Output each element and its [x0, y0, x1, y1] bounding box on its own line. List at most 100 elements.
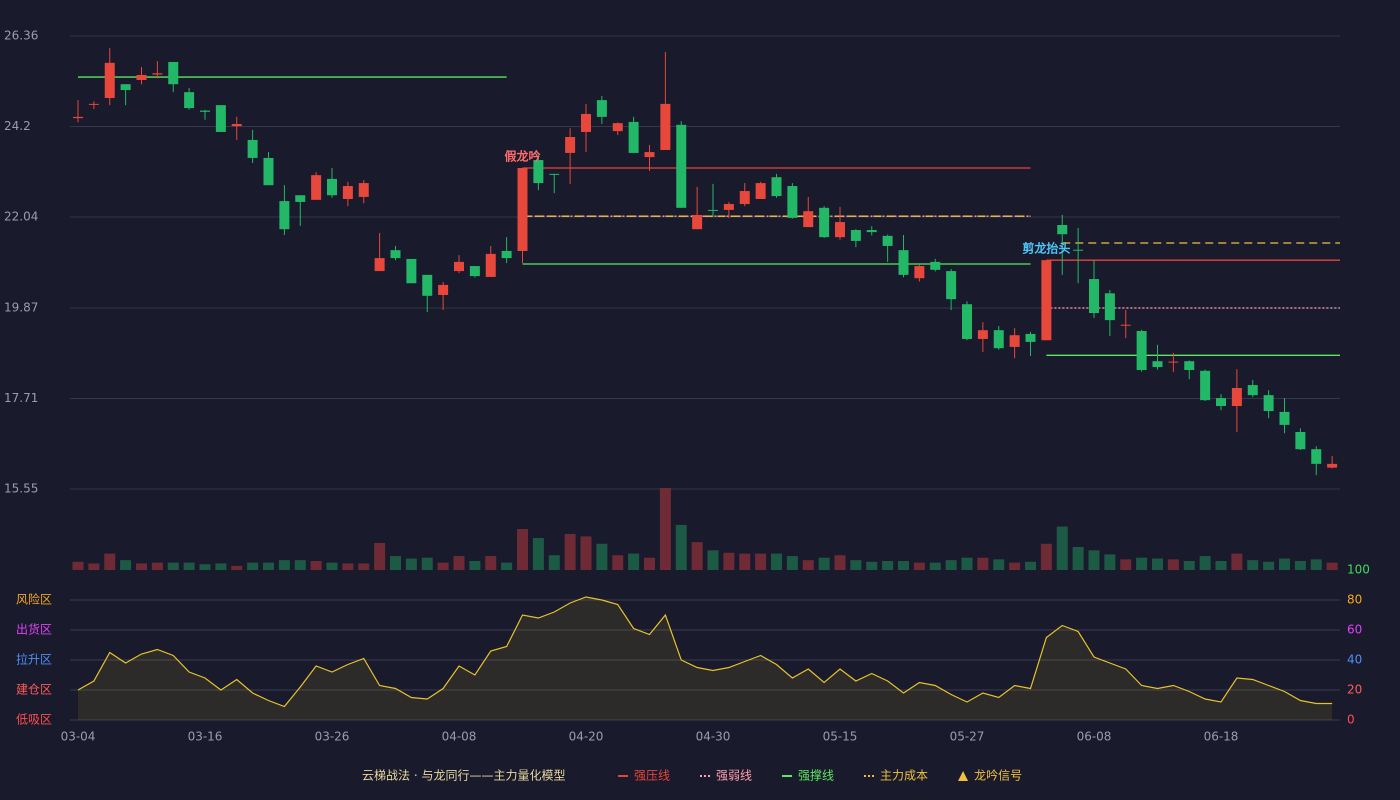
volume-bar: [1199, 556, 1211, 570]
volume-bar: [72, 561, 84, 570]
candle-body: [533, 160, 544, 184]
candle-body: [549, 173, 560, 175]
candle-body: [612, 123, 623, 132]
volume-bar: [532, 538, 544, 570]
candle-body: [406, 258, 417, 284]
candle-body: [358, 183, 369, 197]
volume-bar: [596, 543, 608, 570]
volume-bar: [136, 563, 147, 570]
volume-bar: [644, 557, 655, 570]
candle-body: [739, 191, 750, 205]
candle-body: [962, 304, 972, 339]
legend-marker: [958, 771, 969, 781]
volume-bar: [215, 563, 227, 570]
volume-bar: [707, 550, 719, 570]
candle-body: [819, 207, 830, 238]
y-tick-label: 26.36: [4, 29, 38, 43]
volume-bar: [1120, 559, 1132, 570]
candle-body: [88, 103, 99, 105]
candle-body: [200, 110, 210, 112]
volume-bar: [913, 562, 925, 570]
volume-bar: [1279, 558, 1290, 570]
candle-body: [755, 183, 766, 200]
oscillator-line: [77, 596, 1333, 708]
candle-body: [1089, 279, 1099, 313]
y-tick-label: 17.71: [4, 391, 38, 405]
volume-bar: [278, 560, 290, 570]
candle-body: [1136, 331, 1147, 370]
volume-bar: [548, 555, 560, 570]
volume-bar: [866, 561, 878, 570]
volume-bar: [421, 557, 433, 570]
candle-body: [485, 253, 496, 277]
oscillator-area: [78, 597, 1333, 720]
signal-label: 假龙吟: [504, 149, 540, 164]
candle-body: [73, 116, 83, 119]
volume-bar: [263, 562, 274, 570]
volume-bar: [612, 555, 624, 570]
candle-body: [311, 175, 322, 200]
zone-label: 低吸区: [16, 713, 52, 727]
volume-bar: [1136, 557, 1148, 570]
volume-bar: [786, 556, 798, 570]
volume-bar: [167, 562, 179, 570]
candle-body: [263, 157, 274, 186]
candle-body: [1311, 449, 1322, 464]
volume-bar: [961, 557, 973, 570]
candle-body: [565, 136, 576, 153]
candle-body: [803, 211, 814, 228]
volume-bar: [580, 536, 592, 570]
volume-bar: [1009, 562, 1021, 570]
volume-bar: [675, 524, 687, 570]
candle-body: [231, 124, 242, 127]
candle-body: [104, 62, 115, 99]
candle-body: [120, 84, 131, 91]
legend-label: 强压线: [634, 769, 670, 783]
volume-bar: [945, 560, 957, 570]
candle-body: [596, 100, 607, 117]
candle-body: [835, 222, 845, 238]
candle-body: [374, 258, 385, 272]
volume-bar: [850, 560, 862, 570]
x-tick-label: 03-26: [315, 730, 350, 744]
volume-bar: [898, 560, 909, 570]
volume-bar: [326, 562, 338, 570]
volume-bar: [628, 553, 640, 570]
y-tick-label: 20: [1347, 683, 1362, 697]
zone-label: 建仓区: [16, 683, 52, 697]
x-tick-label: 06-18: [1204, 730, 1239, 744]
legend-label: 强弱线: [716, 769, 752, 783]
candle-body: [422, 274, 433, 296]
y-tick-label: 80: [1347, 593, 1362, 607]
volume-bar: [88, 563, 100, 570]
legend-label: 强撑线: [798, 768, 834, 783]
candle-body: [1025, 333, 1036, 342]
volume-bar: [691, 542, 703, 570]
volume-bar: [1088, 550, 1100, 570]
volume-bar: [802, 560, 814, 570]
x-tick-label: 03-04: [61, 730, 96, 744]
volume-bar: [818, 557, 830, 570]
volume-bar: [517, 529, 528, 570]
volume-bar: [1326, 562, 1338, 570]
zone-label: 拉升区: [16, 652, 52, 667]
candle-body: [390, 250, 401, 259]
candle-body: [1216, 398, 1226, 407]
candle-body: [517, 168, 528, 251]
candle-body: [644, 152, 655, 158]
legend-label: 主力成本: [880, 769, 928, 783]
candle-body: [469, 266, 480, 277]
candle-body: [708, 209, 718, 211]
candle-body: [1327, 463, 1338, 468]
candle-body: [946, 271, 957, 300]
volume-bar: [374, 542, 386, 570]
candle-body: [1057, 224, 1068, 235]
candle-body: [692, 214, 703, 230]
volume-bar: [453, 556, 465, 570]
volume-bar: [231, 565, 243, 570]
y-tick-label: 15.55: [4, 482, 38, 496]
candle-body: [168, 61, 179, 85]
volume-bar: [834, 555, 846, 570]
candle-body: [184, 92, 195, 109]
